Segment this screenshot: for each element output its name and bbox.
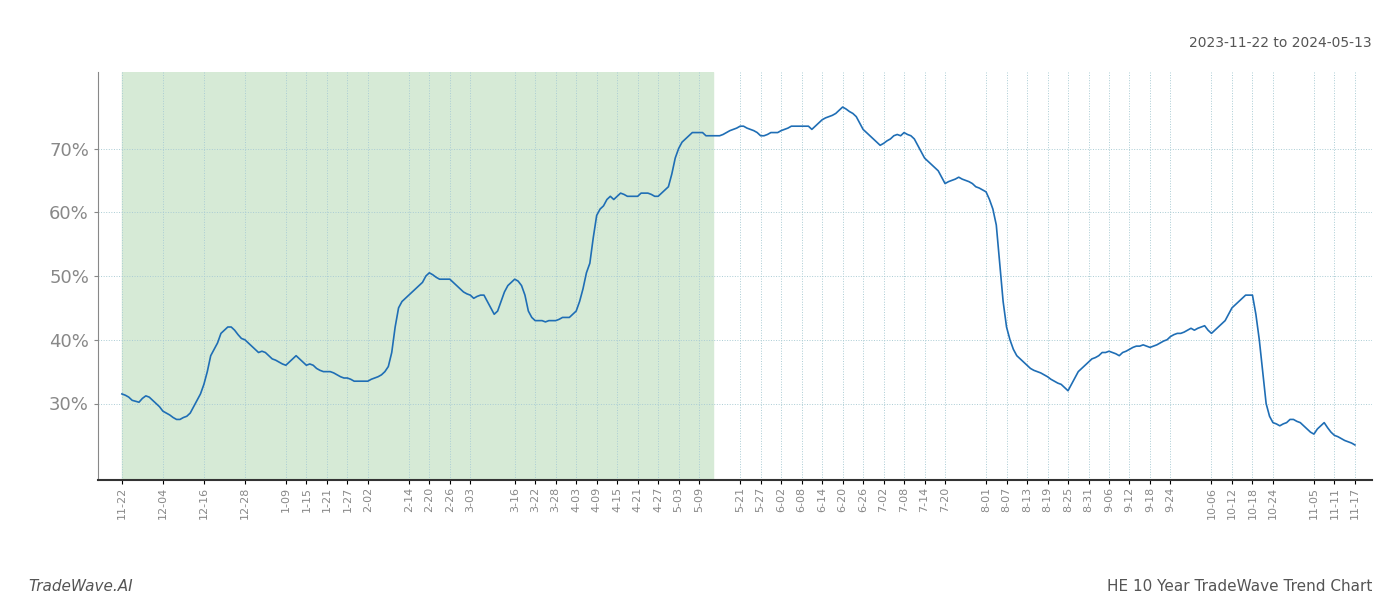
Text: 2023-11-22 to 2024-05-13: 2023-11-22 to 2024-05-13 [1190, 36, 1372, 50]
Text: HE 10 Year TradeWave Trend Chart: HE 10 Year TradeWave Trend Chart [1106, 579, 1372, 594]
Bar [122, 72, 713, 480]
Text: TradeWave.AI: TradeWave.AI [28, 579, 133, 594]
